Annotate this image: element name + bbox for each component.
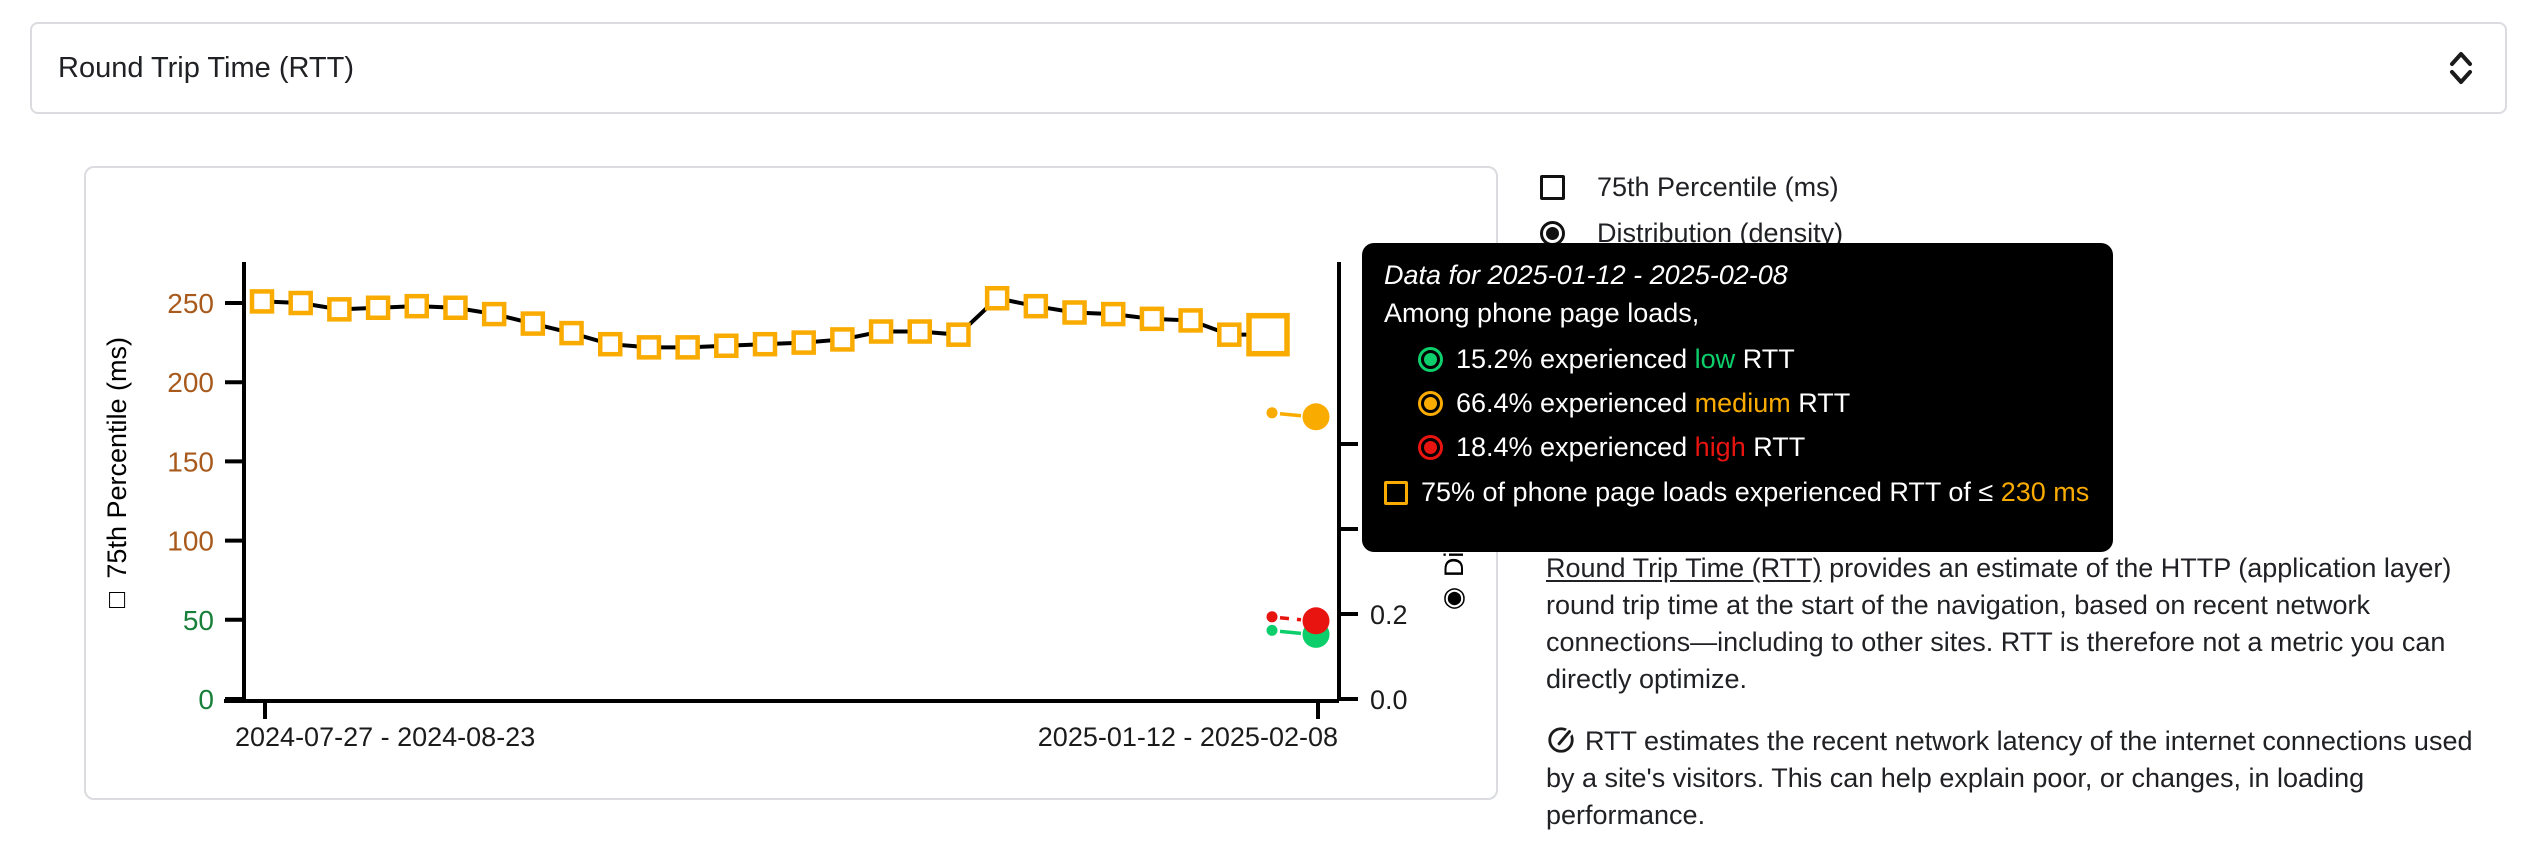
x-tick-label: 2024-07-27 - 2024-08-23 xyxy=(235,722,535,752)
density-trend-line-low xyxy=(1279,629,1302,636)
legend-label: 75th Percentile (ms) xyxy=(1597,171,1839,202)
x-tick-label: 2025-01-12 - 2025-02-08 xyxy=(1038,722,1338,752)
y-tick-label: 50 xyxy=(183,605,214,636)
data-point-marker[interactable] xyxy=(597,331,623,357)
data-point-marker[interactable] xyxy=(1139,306,1165,332)
data-point-marker[interactable] xyxy=(1178,308,1203,333)
p75-value: 230 ms xyxy=(2000,477,2090,507)
tooltip-row-p75: 75% of phone page loads experienced RTT … xyxy=(1384,469,2091,516)
data-point-marker[interactable] xyxy=(520,311,546,336)
legend-label: Distribution (density) xyxy=(1597,217,1844,248)
description-paragraph-2: RTT estimates the recent network latency… xyxy=(1546,726,2473,830)
density-prev-dot-low xyxy=(1266,624,1278,636)
primary-y-axis-label: □ 75th Percentile (ms) xyxy=(102,336,132,616)
tooltip-title: Data for 2025-01-12 - 2025-02-08 xyxy=(1384,260,1788,290)
speed-gauge-icon xyxy=(1548,727,1574,753)
data-point-marker[interactable] xyxy=(907,319,933,344)
density-trend-line-high xyxy=(1279,616,1302,622)
data-point-marker[interactable] xyxy=(1062,300,1087,325)
unfold-more-icon xyxy=(2450,52,2472,84)
data-point-marker[interactable] xyxy=(636,335,662,360)
density-tick-label: 0.2 xyxy=(1370,600,1408,630)
data-point-marker[interactable] xyxy=(830,327,855,352)
density-current-dot-high[interactable] xyxy=(1302,607,1330,635)
chart-tooltip: Data for 2025-01-12 - 2025-02-08 Among p… xyxy=(1362,243,2113,552)
rtt-timeseries-chart[interactable]: 0 50 100 150 200 250 2024-07-27 - 2024-08-23 20… xyxy=(86,168,1496,798)
metric-selector[interactable]: Round Trip Time (RTT) xyxy=(30,22,2507,114)
data-point-marker[interactable] xyxy=(559,320,584,346)
medium-rtt-dot-icon xyxy=(1418,390,1443,416)
data-point-marker[interactable] xyxy=(249,289,275,314)
description-paragraph-1: Round Trip Time (RTT) provides an estima… xyxy=(1546,553,2452,694)
rtt-doc-link[interactable]: Round Trip Time (RTT) xyxy=(1546,553,1822,583)
data-point-marker[interactable] xyxy=(1217,322,1242,347)
rtt-chart-card: 0 50 100 150 200 250 2024-07-27 - 2024-08-23 20… xyxy=(84,166,1498,800)
density-tick-label: 0.0 xyxy=(1370,685,1408,715)
density-prev-dot-medium xyxy=(1266,407,1278,419)
density-prev-dot-high xyxy=(1266,611,1278,623)
data-point-marker[interactable] xyxy=(288,290,313,316)
tooltip-row-low: 15.2% experienced low RTT xyxy=(1418,337,2091,381)
y-tick-label: 250 xyxy=(167,288,214,319)
data-point-marker[interactable] xyxy=(327,297,352,322)
data-point-marker[interactable] xyxy=(946,322,971,347)
tooltip-subtitle: Among phone page loads, xyxy=(1384,298,1700,328)
low-rtt-dot-icon xyxy=(1418,346,1443,372)
y-tick-label: 0 xyxy=(198,684,214,715)
legend-item-75th-percentile[interactable]: 75th Percentile (ms) xyxy=(1540,170,1843,204)
checkbox-glyph: □ xyxy=(102,578,132,616)
checkbox-unchecked-icon[interactable] xyxy=(1540,174,1565,200)
radio-selected-icon[interactable] xyxy=(1540,220,1565,246)
data-point-marker[interactable] xyxy=(752,331,778,357)
density-trend-line-medium xyxy=(1279,412,1302,418)
high-rtt-dot-icon xyxy=(1418,434,1443,460)
data-point-marker[interactable] xyxy=(984,285,1010,311)
data-point-marker[interactable] xyxy=(791,330,816,355)
data-point-marker[interactable] xyxy=(365,295,391,321)
data-point-marker[interactable] xyxy=(868,319,894,344)
metric-description: Round Trip Time (RTT) provides an estima… xyxy=(1546,550,2478,859)
data-point-marker[interactable] xyxy=(481,301,507,327)
data-point-marker[interactable] xyxy=(1100,301,1126,327)
data-point-marker[interactable] xyxy=(1023,293,1049,319)
data-point-marker[interactable] xyxy=(714,333,739,359)
metric-selector-value: Round Trip Time (RTT) xyxy=(58,51,354,84)
density-current-dot-medium[interactable] xyxy=(1302,403,1330,431)
tooltip-row-medium: 66.4% experienced medium RTT xyxy=(1418,381,2091,425)
data-point-marker-selected[interactable] xyxy=(1246,312,1290,357)
tooltip-row-high: 18.4% experienced high RTT xyxy=(1418,425,2091,469)
y-tick-label: 200 xyxy=(167,367,214,398)
data-point-marker[interactable] xyxy=(675,335,700,360)
data-point-marker[interactable] xyxy=(404,293,430,319)
y-tick-label: 100 xyxy=(167,526,214,557)
data-point-marker[interactable] xyxy=(443,295,468,321)
y-tick-label: 150 xyxy=(167,446,214,477)
p75-square-icon xyxy=(1384,480,1408,505)
radio-glyph: ◉ xyxy=(1439,577,1469,616)
